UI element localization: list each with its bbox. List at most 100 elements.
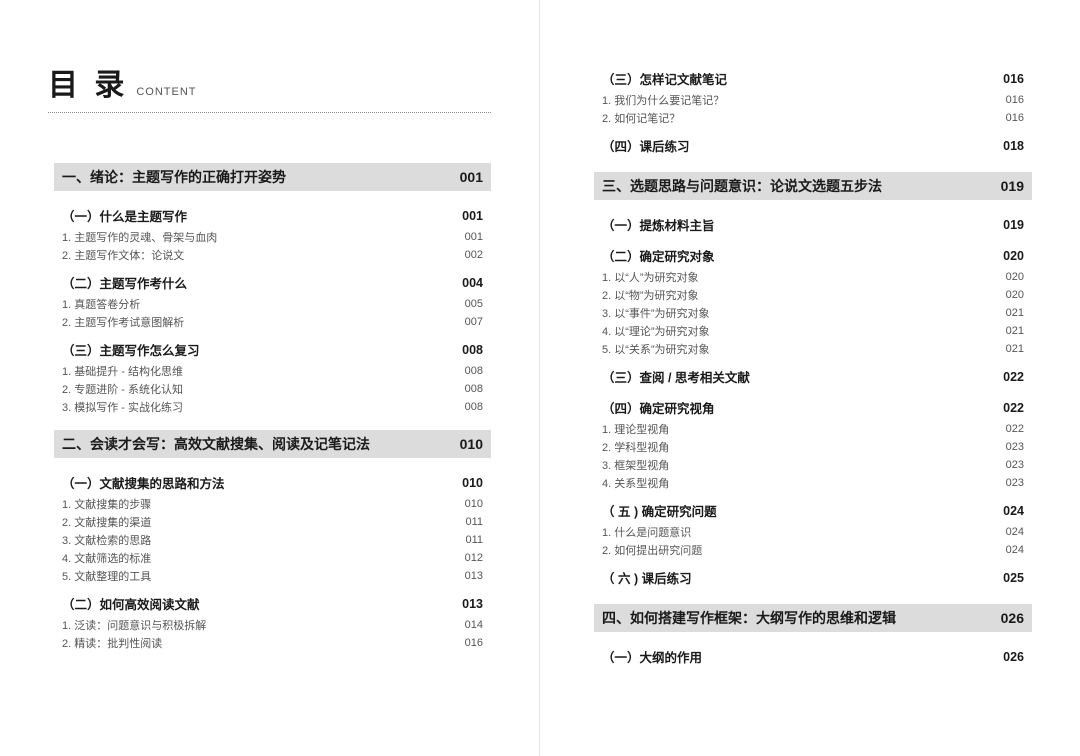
- item-row: 3. 文献检索的思路011: [54, 531, 491, 549]
- item-row: 2. 专题进阶 - 系统化认知008: [54, 380, 491, 398]
- item-page: 021: [1006, 343, 1024, 355]
- item-row: 4. 关系型视角 023: [594, 474, 1032, 492]
- item-row: 1. 什么是问题意识 024: [594, 523, 1032, 541]
- item-page: 016: [1006, 94, 1024, 106]
- chapter-page: 019: [1001, 178, 1024, 194]
- item-page: 010: [465, 498, 483, 510]
- item-row: 3. 模拟写作 - 实战化练习 008: [54, 398, 491, 416]
- item-page: 023: [1006, 477, 1024, 489]
- section-page: 001: [462, 209, 483, 223]
- item-row: 1. 理论型视角 022: [594, 420, 1032, 438]
- item-title: 2. 主题写作考试意图解析: [62, 314, 184, 330]
- chapter-row: 三、选题思路与问题意识：论说文选题五步法 019: [594, 172, 1032, 200]
- chapter-page: 010: [460, 436, 483, 452]
- item-row: 1. 以“人”为研究对象020: [594, 268, 1032, 286]
- toc-title-zh: 目 录: [48, 60, 128, 104]
- section-title: （三）怎样记文献笔记: [602, 69, 727, 88]
- item-page: 022: [1006, 423, 1024, 435]
- section-page: 016: [1003, 72, 1024, 86]
- item-title: 3. 模拟写作 - 实战化练习: [62, 399, 183, 415]
- section-row: （三）主题写作怎么复习 008: [54, 337, 491, 362]
- item-row: 5. 文献整理的工具013: [54, 567, 491, 585]
- section-page: 020: [1003, 249, 1024, 263]
- item-page: 005: [465, 298, 483, 310]
- section-title: （ 六 ) 课后练习: [602, 568, 692, 587]
- item-page: 024: [1006, 526, 1024, 538]
- item-title: 3. 以“事件”为研究对象: [602, 305, 710, 321]
- toc-title-en: CONTENT: [136, 86, 196, 98]
- section-title: （三）主题写作怎么复习: [62, 340, 200, 359]
- item-title: 2. 如何记笔记？: [602, 110, 680, 126]
- chapter-page: 001: [460, 169, 483, 185]
- item-page: 023: [1006, 459, 1024, 471]
- item-row: 1. 泛读：问题意识与积极拆解 014: [54, 616, 491, 634]
- item-title: 3. 文献检索的思路: [62, 532, 151, 548]
- item-title: 1. 泛读：问题意识与积极拆解: [62, 617, 206, 633]
- item-page: 016: [465, 637, 483, 649]
- item-title: 2. 以“物”为研究对象: [602, 287, 699, 303]
- item-page: 021: [1006, 325, 1024, 337]
- chapter-row: 一、绪论：主题写作的正确打开姿势 001: [54, 163, 491, 191]
- item-title: 2. 学科型视角: [602, 439, 669, 455]
- right-content: （三）怎样记文献笔记 016 1. 我们为什么要记笔记？ 016 2. 如何记笔记？ 01…: [594, 66, 1032, 669]
- section-row: （一）文献搜集的思路和方法010: [54, 470, 491, 495]
- item-page: 024: [1006, 544, 1024, 556]
- section-row: （四）确定研究视角022: [594, 395, 1032, 420]
- section-title: （一）大纲的作用: [602, 647, 702, 666]
- item-page: 002: [465, 249, 483, 261]
- item-row: 2. 以“物”为研究对象 020: [594, 286, 1032, 304]
- item-page: 008: [465, 401, 483, 413]
- header-rule: [48, 112, 491, 113]
- section-title: （ 五 ) 确定研究问题: [602, 501, 717, 520]
- section-row: （二）如何高效阅读文献013: [54, 591, 491, 616]
- section-page: 022: [1003, 370, 1024, 384]
- item-title: 1. 我们为什么要记笔记？: [602, 92, 724, 108]
- item-title: 1. 什么是问题意识: [602, 524, 691, 540]
- item-page: 023: [1006, 441, 1024, 453]
- section-page: 025: [1003, 571, 1024, 585]
- item-row: 1. 主题写作的灵魂、骨架与血肉001: [54, 228, 491, 246]
- item-row: 1. 真题答卷分析 005: [54, 295, 491, 313]
- section-title: （四）确定研究视角: [602, 398, 715, 417]
- item-row: 3. 以“事件”为研究对象021: [594, 304, 1032, 322]
- section-row: （一）大纲的作用 026: [594, 644, 1032, 669]
- section-title: （二）主题写作考什么: [62, 273, 187, 292]
- item-title: 1. 真题答卷分析: [62, 296, 140, 312]
- item-page: 008: [465, 383, 483, 395]
- item-title: 1. 理论型视角: [602, 421, 669, 437]
- item-row: 5. 以“关系”为研究对象021: [594, 340, 1032, 358]
- item-row: 2. 学科型视角 023: [594, 438, 1032, 456]
- item-title: 4. 关系型视角: [602, 475, 669, 491]
- item-row: 2. 精读：批判性阅读 016: [54, 634, 491, 652]
- item-page: 016: [1006, 112, 1024, 124]
- section-page: 024: [1003, 504, 1024, 518]
- section-page: 008: [462, 343, 483, 357]
- section-page: 019: [1003, 218, 1024, 232]
- section-title: （一）提炼材料主旨: [602, 215, 715, 234]
- chapter-title: 一、绪论：主题写作的正确打开姿势: [62, 167, 286, 187]
- section-row: （ 五 ) 确定研究问题 024: [594, 498, 1032, 523]
- section-page: 026: [1003, 650, 1024, 664]
- chapter-page: 026: [1001, 610, 1024, 626]
- item-page: 008: [465, 365, 483, 377]
- item-title: 4. 文献筛选的标准: [62, 550, 151, 566]
- right-page: （三）怎样记文献笔记 016 1. 我们为什么要记笔记？ 016 2. 如何记笔记？ 01…: [540, 0, 1080, 756]
- item-row: 1. 基础提升 - 结构化思维008: [54, 362, 491, 380]
- item-page: 020: [1006, 289, 1024, 301]
- chapter-title: 三、选题思路与问题意识：论说文选题五步法: [602, 176, 882, 196]
- item-page: 014: [465, 619, 483, 631]
- item-page: 001: [465, 231, 483, 243]
- section-title: （二）确定研究对象: [602, 246, 715, 265]
- item-title: 1. 文献搜集的步骤: [62, 496, 151, 512]
- item-row: 2. 主题写作文体：论说文002: [54, 246, 491, 264]
- item-title: 2. 精读：批判性阅读: [62, 635, 162, 651]
- section-row: （二）确定研究对象 020: [594, 243, 1032, 268]
- item-row: 4. 文献筛选的标准 012: [54, 549, 491, 567]
- section-row: （四）课后练习018: [594, 133, 1032, 158]
- item-page: 012: [465, 552, 483, 564]
- item-row: 1. 文献搜集的步骤 010: [54, 495, 491, 513]
- section-page: 010: [462, 476, 483, 490]
- section-page: 018: [1003, 139, 1024, 153]
- item-title: 2. 如何提出研究问题: [602, 542, 702, 558]
- left-page: 目 录 CONTENT 一、绪论：主题写作的正确打开姿势001（一）什么是主题写…: [0, 0, 540, 756]
